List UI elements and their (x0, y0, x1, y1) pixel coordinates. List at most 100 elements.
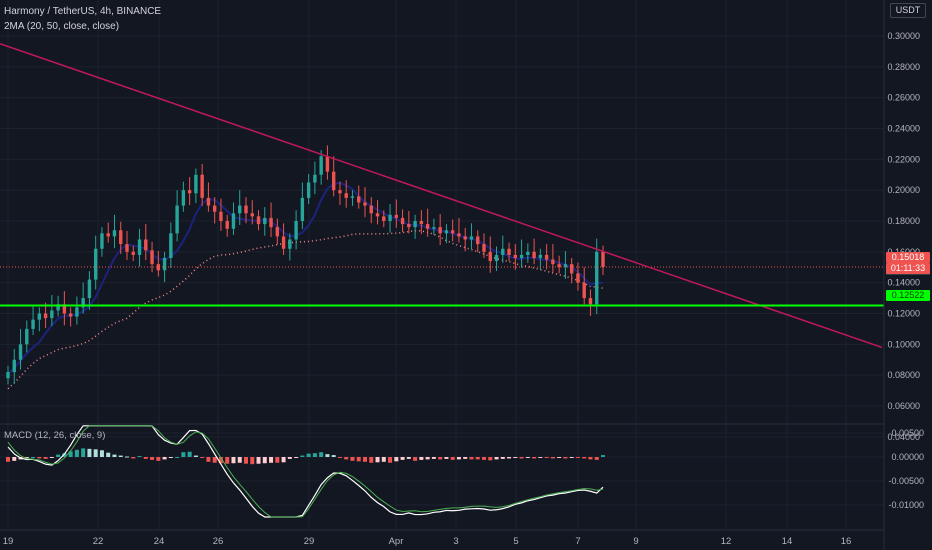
macd-hist-bar (256, 457, 261, 464)
candle-body (482, 244, 486, 252)
candle-body (112, 230, 117, 237)
macd-hist-bar (344, 457, 349, 460)
candle-body (150, 250, 154, 265)
candle-body (31, 319, 35, 329)
macd-hist-bar (218, 457, 223, 464)
price-tick-label: 0.24000 (887, 124, 920, 134)
macd-hist-bar (388, 457, 393, 463)
macd-hist-bar (494, 457, 499, 460)
price-axis-ticks: 0.30000 0.28000 0.26000 0.24000 0.22000 0.200… (887, 31, 920, 442)
macd-hist-bar (162, 457, 167, 460)
candle-body (43, 313, 48, 319)
time-tick-label: 3 (453, 536, 458, 547)
symbol-title[interactable]: Harmony / TetherUS, 4h, BINANCE (4, 6, 162, 17)
candle-body (419, 221, 424, 225)
price-tick-label: 0.22000 (887, 154, 920, 164)
macd-hist-bar (375, 457, 380, 463)
candle-body (388, 214, 392, 221)
time-tick-label: 24 (154, 536, 165, 547)
macd-hist-bar (143, 457, 148, 459)
macd-hist-bar (269, 457, 274, 463)
candle-body (582, 282, 586, 299)
ma-indicator-title[interactable]: 2MA (20, 50, close, close) (4, 21, 120, 32)
macd-hist-bar (306, 453, 311, 457)
candle-body (551, 259, 555, 265)
macd-hist-bar (450, 457, 455, 460)
price-tick-label: 0.30000 (887, 31, 920, 41)
candle-body (269, 217, 273, 228)
macd-hist-bar (187, 451, 192, 457)
macd-hist-bar (287, 457, 292, 459)
candle-body (507, 248, 511, 255)
candle-body (137, 239, 142, 255)
macd-hist-bar (406, 457, 411, 459)
macd-tick-label: -0.00500 (888, 476, 924, 486)
macd-hist-bar (463, 457, 468, 459)
macd-hist-bar (575, 457, 580, 458)
macd-hist-bar (125, 456, 129, 458)
macd-histogram (6, 448, 605, 465)
price-tick-label: 0.14000 (887, 278, 920, 288)
candle-body (250, 213, 254, 217)
currency-badge[interactable]: USDT (890, 3, 926, 18)
candle-body (469, 236, 474, 240)
candle-body (595, 251, 599, 305)
macd-hist-bar (200, 457, 205, 458)
macd-hist-bar (62, 453, 67, 457)
candle-body (12, 359, 16, 373)
candle-body (363, 202, 367, 206)
macd-indicator-title[interactable]: MACD (12, 26, close, 9) (4, 430, 106, 441)
candle-body (162, 258, 167, 271)
candle-body (369, 205, 373, 214)
candle-body (457, 233, 461, 237)
candle-body (544, 254, 549, 260)
candle-body (231, 213, 236, 229)
macd-tick-label: 0.00500 (891, 428, 924, 438)
macd-hist-bar (12, 457, 17, 461)
macd-hist-bar (244, 457, 248, 464)
trendline[interactable] (0, 42, 883, 349)
time-tick-label: 19 (3, 536, 14, 547)
candle-body (281, 236, 286, 249)
macd-hist-bar (413, 457, 418, 461)
candle-body (425, 224, 430, 229)
candle-body (212, 205, 217, 212)
macd-hist-bar (325, 454, 330, 457)
time-tick-label: 16 (841, 536, 852, 547)
macd-hist-bar (563, 457, 568, 459)
macd-hist-bar (400, 457, 405, 460)
time-tick-label: 14 (782, 536, 793, 547)
macd-hist-bar (250, 457, 255, 465)
time-tick-label: 12 (721, 536, 732, 547)
macd-hist-bar (544, 457, 549, 458)
macd-tick-label: -0.01000 (888, 500, 924, 510)
macd-hist-bar (81, 448, 86, 457)
candle-body (263, 217, 267, 225)
candle-body (407, 224, 411, 228)
candle-body (144, 239, 148, 251)
macd-hist-bar (56, 454, 61, 457)
candle-body (244, 205, 248, 214)
candle-body (494, 254, 499, 262)
time-tick-label: Apr (389, 536, 404, 547)
candle-body (519, 254, 524, 258)
macd-hist-bar (6, 457, 10, 462)
candle-body (432, 227, 436, 229)
macd-hist-bar (550, 457, 555, 459)
candle-body (156, 264, 161, 271)
candle-body (588, 298, 593, 305)
candle-body (125, 244, 129, 252)
macd-hist-bar (231, 457, 236, 464)
macd-hist-bar (112, 454, 117, 457)
candle-body (119, 230, 123, 245)
hidden-price-label (886, 273, 930, 275)
candle-body (100, 233, 104, 249)
macd-hist-bar (206, 457, 211, 462)
candle-body (319, 156, 323, 175)
macd-hist-bar (438, 457, 443, 460)
macd-hist-bar (356, 457, 361, 462)
macd-hist-bar (168, 457, 173, 458)
candle-body (476, 236, 480, 245)
time-tick-label: 26 (213, 536, 224, 547)
